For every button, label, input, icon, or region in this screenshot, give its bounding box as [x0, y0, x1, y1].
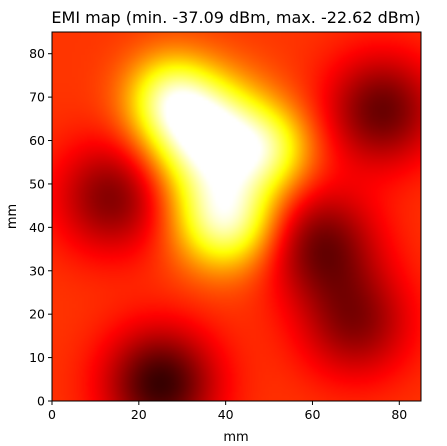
heatmap-raster [52, 32, 421, 401]
y-tick-label: 40 [29, 220, 45, 235]
y-tick-label: 30 [29, 263, 45, 278]
x-tick-label: 40 [218, 407, 234, 422]
x-tick-label: 0 [48, 407, 56, 422]
y-tick-label: 10 [29, 350, 45, 365]
y-tick-label: 60 [29, 133, 45, 148]
x-tick-label: 80 [391, 407, 407, 422]
y-axis-ticks: 0 10 20 30 40 50 60 70 80 [29, 46, 52, 409]
y-tick-label: 20 [29, 307, 45, 322]
y-axis-label: mm [5, 204, 20, 229]
y-tick-label: 70 [29, 90, 45, 105]
heatmap-image [52, 32, 421, 401]
y-tick-label: 0 [37, 394, 45, 409]
x-axis-ticks: 0 20 40 60 80 [48, 401, 407, 422]
y-tick-label: 80 [29, 46, 45, 61]
x-axis-label: mm [223, 430, 248, 445]
chart-title: EMI map (min. -37.09 dBm, max. -22.62 dB… [51, 8, 420, 27]
x-tick-label: 20 [131, 407, 147, 422]
x-tick-label: 60 [305, 407, 321, 422]
plot-frame [51, 31, 422, 402]
y-tick-label: 50 [29, 176, 45, 191]
